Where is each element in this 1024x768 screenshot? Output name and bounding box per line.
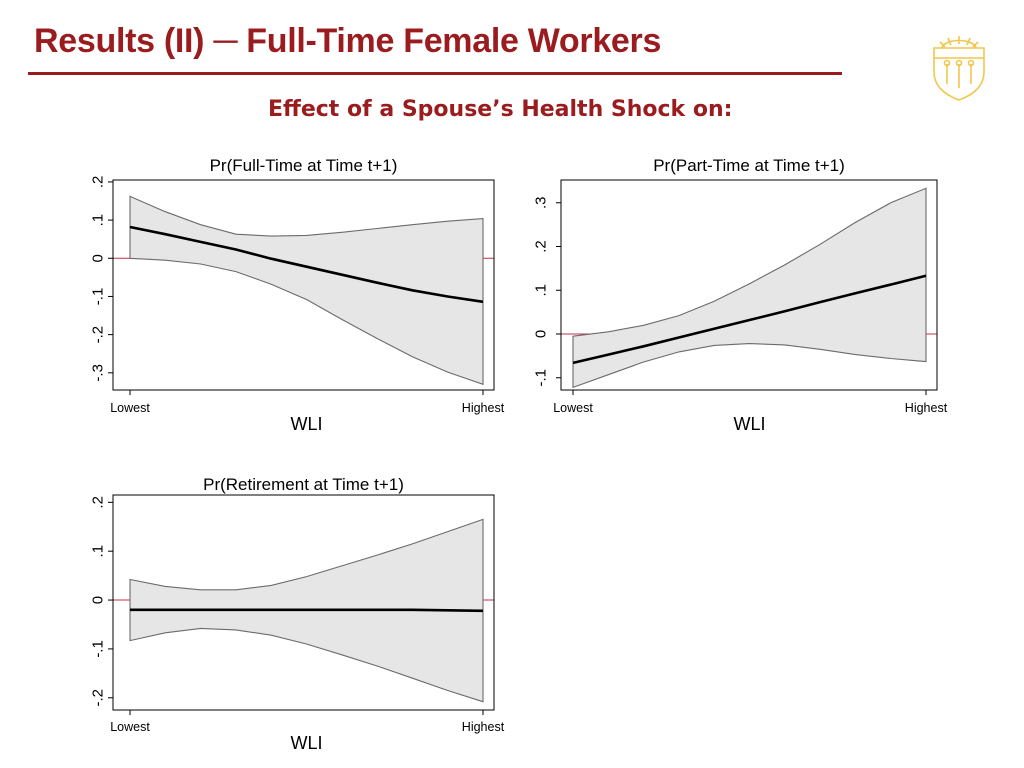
y-tick-label: .1 (533, 284, 550, 297)
x-tick-label: Highest (462, 401, 505, 415)
confidence-band (129, 195, 484, 386)
y-tick-label: .2 (533, 240, 550, 253)
chart-3: Pr(Retirement at Time t+1) .2 .1 0 -.1 -.2Low… (90, 475, 505, 753)
x-tick-label: Highest (905, 401, 948, 415)
y-tick-label: .3 (533, 196, 550, 209)
y-tick-label: .1 (90, 545, 107, 558)
x-tick-label: Lowest (553, 401, 593, 415)
slide-subtitle: Effect of a Spouse’s Health Shock on: (268, 97, 733, 122)
y-tick-label: 0 (90, 596, 107, 604)
confidence-band (572, 187, 927, 389)
estimate-line (130, 608, 484, 613)
y-tick-label: 0 (90, 254, 107, 262)
chart-title: Pr(Full-Time at Time t+1) (210, 156, 398, 175)
y-tick-label: .2 (90, 496, 107, 509)
title-rule (28, 72, 842, 75)
chart-title: Pr(Retirement at Time t+1) (203, 475, 404, 494)
y-tick-label: -.2 (90, 326, 107, 344)
slide-title: Results (II) ─ Full-Time Female Workers (34, 22, 662, 60)
x-tick-label: Lowest (110, 720, 150, 734)
x-axis-title: WLI (290, 414, 322, 434)
university-seal-icon (933, 36, 985, 101)
estimate-line (129, 225, 484, 304)
y-tick-label: -.1 (533, 369, 550, 387)
x-tick-label: Highest (462, 720, 505, 734)
plot-frame (112, 179, 495, 391)
y-tick-label: .2 (90, 176, 107, 189)
y-tick-label: .1 (90, 214, 107, 227)
chart-2: Pr(Part-Time at Time t+1) .3 .2 .1 0 -.1Lowes… (533, 156, 948, 434)
x-tick-label: Lowest (110, 401, 150, 415)
chart-title: Pr(Part-Time at Time t+1) (653, 156, 845, 175)
chart-1: Pr(Full-Time at Time t+1) .2 .1 0 -.1 -.2 -.3 L… (90, 156, 505, 434)
y-tick-label: -.2 (90, 689, 107, 707)
estimate-line (572, 274, 927, 365)
y-tick-label: -.1 (90, 640, 107, 658)
plot-frame (560, 179, 938, 391)
y-tick-label: -.3 (90, 364, 107, 382)
x-axis-title: WLI (733, 414, 765, 434)
y-tick-label: 0 (533, 330, 550, 338)
y-tick-label: -.1 (90, 288, 107, 306)
plot-frame (112, 494, 495, 711)
x-axis-title: WLI (290, 733, 322, 753)
